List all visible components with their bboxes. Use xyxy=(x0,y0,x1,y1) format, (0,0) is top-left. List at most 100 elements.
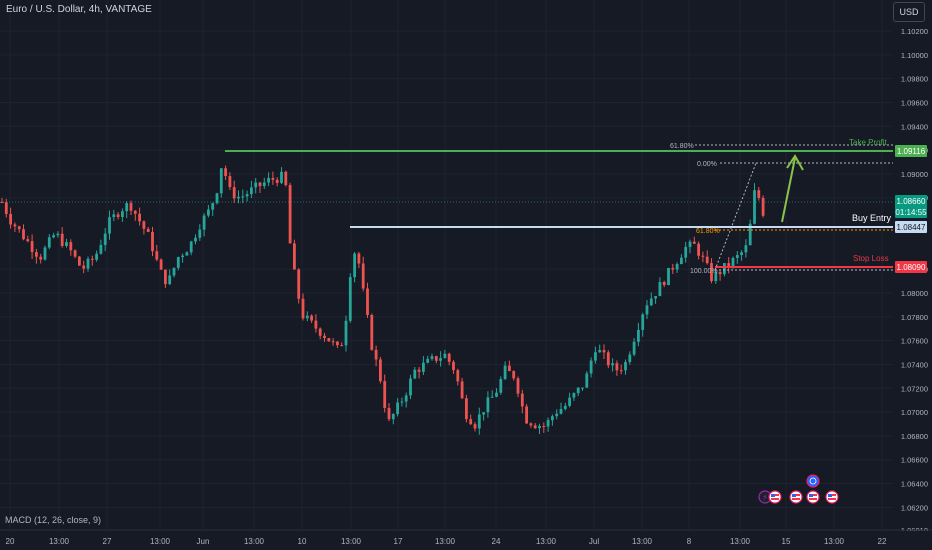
candle xyxy=(473,424,477,429)
time-tick-label: 13:00 xyxy=(435,537,456,546)
candle xyxy=(78,256,81,266)
candle xyxy=(185,252,189,256)
candle xyxy=(546,420,550,427)
candle xyxy=(293,243,296,270)
price-tick-label: 1.07200 xyxy=(901,384,928,393)
candle xyxy=(43,247,47,260)
macd-indicator-label[interactable]: MACD (12, 26, close, 9) xyxy=(5,515,102,525)
candle xyxy=(146,228,150,232)
currency-button[interactable]: USD xyxy=(893,2,925,22)
globe-icon xyxy=(806,474,820,488)
price-tick-label: 1.09800 xyxy=(901,75,928,84)
candle xyxy=(228,176,232,188)
price-tick-label: 1.07600 xyxy=(901,337,928,346)
candle xyxy=(116,214,120,218)
svg-text:1.08660: 1.08660 xyxy=(897,197,926,206)
time-tick-label: 20 xyxy=(6,537,15,546)
candle xyxy=(4,202,8,214)
candle xyxy=(594,352,597,361)
buy-entry-badge: 1.08447 xyxy=(895,221,927,233)
take-profit-badge: 1.09116 xyxy=(895,145,927,157)
fib-0-label: 0.00% xyxy=(697,161,717,168)
candle xyxy=(576,387,580,394)
candle xyxy=(327,338,331,342)
time-tick-label: 8 xyxy=(687,537,692,546)
candle xyxy=(490,396,494,398)
candle xyxy=(26,239,30,242)
candle xyxy=(705,256,709,264)
candle xyxy=(542,426,546,428)
candle xyxy=(430,356,434,359)
candle xyxy=(108,217,111,234)
event-icons[interactable]: ⚡ xyxy=(758,474,839,504)
candle xyxy=(465,398,468,420)
candle xyxy=(753,190,756,224)
candle xyxy=(400,401,404,403)
candle xyxy=(525,406,528,424)
time-tick-label: 13:00 xyxy=(150,537,171,546)
fib-100-label: 100.00% xyxy=(690,268,718,275)
candle xyxy=(486,397,490,413)
candle xyxy=(680,257,683,265)
candle xyxy=(495,392,498,397)
svg-text:1.08090: 1.08090 xyxy=(897,263,926,272)
candle xyxy=(499,379,503,393)
fib-618-mid-label: 61.80% xyxy=(696,228,720,235)
candle xyxy=(731,257,735,267)
candle xyxy=(439,358,442,361)
candle xyxy=(370,315,374,350)
candle xyxy=(692,241,696,244)
candle xyxy=(284,171,288,186)
candle xyxy=(232,187,236,199)
candle xyxy=(740,252,743,255)
candle xyxy=(404,395,408,402)
candle xyxy=(0,202,4,204)
svg-text:⚡: ⚡ xyxy=(762,493,768,502)
projection-arrow[interactable] xyxy=(781,154,804,223)
candle xyxy=(675,264,679,270)
candle xyxy=(168,275,172,285)
time-axis[interactable] xyxy=(0,531,932,550)
candle xyxy=(512,371,516,379)
candle xyxy=(658,282,662,297)
fib-618-top-label: 61.80% xyxy=(670,143,694,150)
time-tick-label: 13:00 xyxy=(49,537,70,546)
candle xyxy=(22,229,25,240)
candle xyxy=(60,233,64,246)
svg-text:01:14:55: 01:14:55 xyxy=(895,208,927,217)
candle xyxy=(551,416,554,421)
candle xyxy=(529,423,533,426)
candle xyxy=(662,282,666,286)
candle xyxy=(323,335,326,339)
time-tick-label: Jul xyxy=(589,537,599,546)
candle xyxy=(47,237,51,248)
candle xyxy=(559,408,563,414)
candle xyxy=(133,210,137,214)
buy-entry-label: Buy Entry xyxy=(852,213,892,223)
price-tick-label: 1.06200 xyxy=(901,503,928,512)
candle xyxy=(112,214,116,218)
candle xyxy=(254,182,258,188)
candle xyxy=(301,298,305,319)
candle xyxy=(555,413,559,417)
candle xyxy=(172,267,176,276)
time-tick-label: 27 xyxy=(103,537,112,546)
stop-loss-badge: 1.08090 xyxy=(895,261,927,273)
candle xyxy=(422,362,425,372)
time-tick-labels: 20 13:00 27 13:00 Jun 13:00 10 13:00 17 13:00 24 13… xyxy=(6,537,887,546)
candles xyxy=(0,165,765,435)
candle xyxy=(649,298,653,306)
candle xyxy=(452,361,455,371)
candle xyxy=(520,393,524,407)
candle xyxy=(456,370,460,382)
candle xyxy=(125,203,129,212)
candle xyxy=(95,253,98,260)
candle xyxy=(86,258,90,269)
candle xyxy=(353,253,356,278)
candle xyxy=(159,259,163,270)
time-tick-label: 13:00 xyxy=(244,537,265,546)
candle xyxy=(82,265,86,269)
candle xyxy=(138,213,141,222)
candle xyxy=(9,213,12,225)
